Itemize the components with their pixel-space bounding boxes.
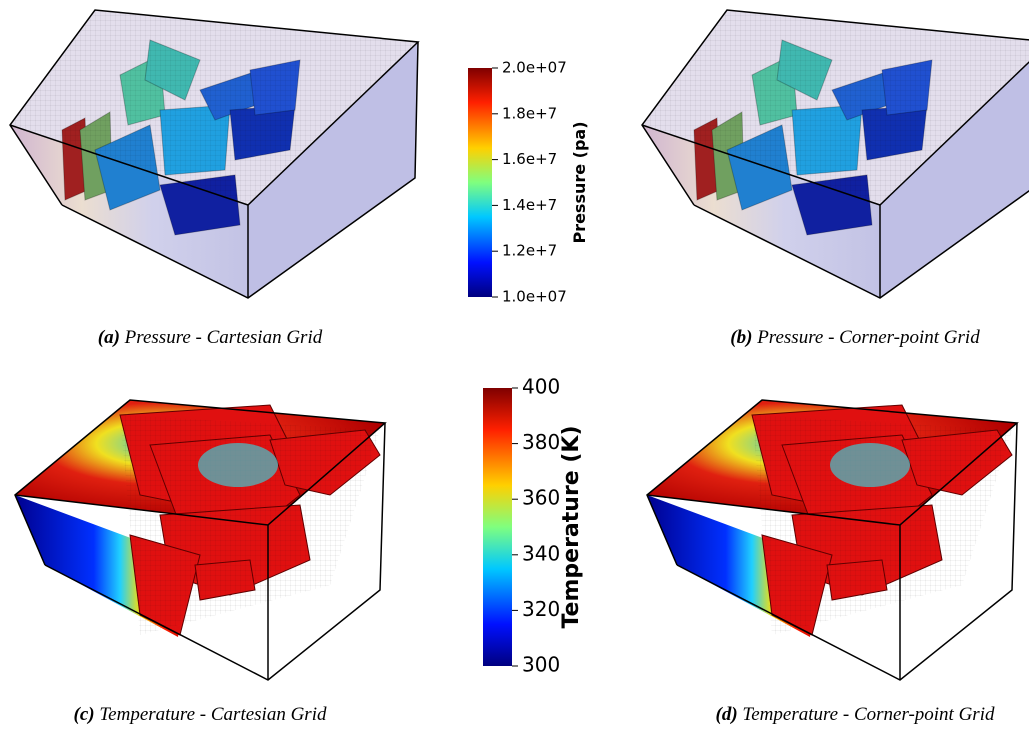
caption-label: (a) [98,327,120,348]
colorbar-tick-label: 1.4e+7 [502,196,557,214]
colorbar-tick-label: 1.2e+7 [502,242,557,260]
colorbar-title: Temperature (K) [559,425,584,628]
colorbar [483,388,512,666]
colorbar-tick-label: 360 [522,486,560,510]
caption-label: (b) [730,327,752,348]
colorbar-tick-label: 300 [522,653,560,677]
pressure-render [642,10,1029,298]
caption: (c) Temperature - Cartesian Grid [74,704,327,725]
colorbar-tick-label: 400 [522,375,560,399]
caption: (a) Pressure - Cartesian Grid [98,327,323,348]
colorbar-tick-label: 2.0e+07 [502,59,567,77]
caption-label: (d) [716,704,738,725]
caption-text: Temperature - Cartesian Grid [99,704,327,725]
colorbar-tick-label: 340 [522,541,560,565]
temperature-render [15,400,385,680]
caption: (b) Pressure - Corner-point Grid [730,327,980,348]
caption-text: Pressure - Cartesian Grid [124,327,323,348]
caption-text: Pressure - Corner-point Grid [756,327,980,348]
colorbar-title: Pressure (pa) [570,121,589,243]
figure: (a) Pressure - Cartesian Grid (b) Pressur… [0,0,1029,731]
caption-label: (c) [74,704,95,725]
cool-spot [830,443,910,487]
page: (a) Pressure - Cartesian Grid (b) Pressur… [0,0,1029,731]
colorbar-tick-label: 1.8e+7 [502,104,557,122]
colorbar-tick-label: 1.6e+7 [502,150,557,168]
caption: (d) Temperature - Corner-point Grid [716,704,995,725]
colorbar-tick-label: 1.0e+07 [502,288,567,306]
pressure-render [10,10,418,298]
cool-spot [198,443,278,487]
colorbar-tick-label: 320 [522,597,560,621]
caption-text: Temperature - Corner-point Grid [742,704,995,725]
colorbar [468,68,492,297]
colorbar-tick-label: 380 [522,430,560,454]
temperature-render [647,400,1017,680]
